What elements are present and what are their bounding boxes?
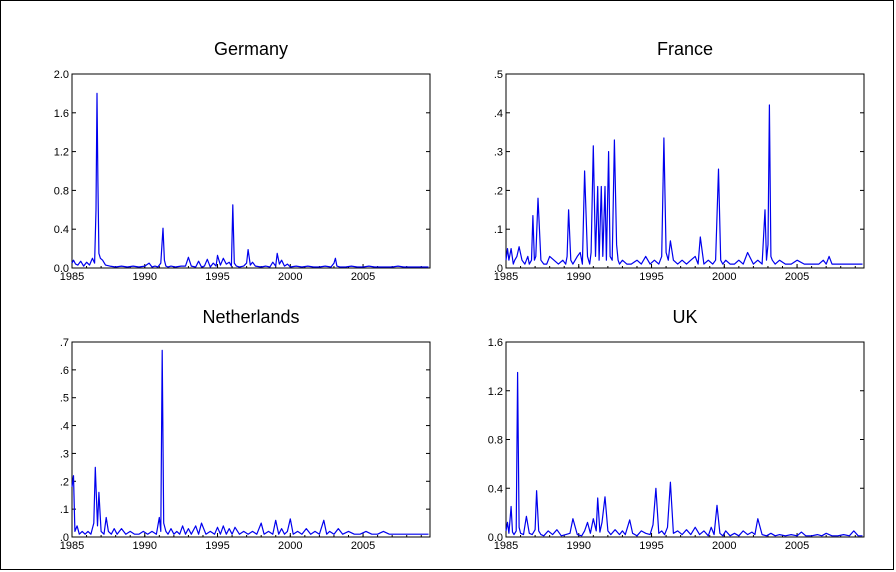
germany-series-line	[71, 92, 429, 268]
france-y-tick-label: .5	[494, 69, 503, 81]
france-plot-frame	[505, 73, 865, 269]
uk-x-tick-label: 2005	[785, 540, 809, 552]
germany-y-tick-label: 0.0	[54, 263, 69, 275]
uk-y-tick-label: 1.6	[488, 337, 503, 349]
uk-y-tick-label: 0.0	[488, 532, 503, 544]
netherlands-x-tick-label: 2000	[278, 540, 302, 552]
netherlands-y-tick-label: .1	[60, 504, 69, 516]
france-x-tick-label: 2005	[785, 271, 809, 283]
netherlands-x-tick-label: 1995	[205, 540, 229, 552]
netherlands-plot-frame	[71, 341, 431, 538]
france-y-tick-label: .3	[494, 147, 503, 159]
france-x-tick-label: 1995	[639, 271, 663, 283]
france-panel: France .0 .1 .2 .3 .4 .5 1985 1990 1995 2000 2005	[494, 39, 865, 283]
germany-y-tick-label: 0.8	[54, 185, 69, 197]
uk-series-line	[505, 371, 863, 537]
uk-y-tick-label: 0.4	[488, 483, 503, 495]
france-y-tick-label: .0	[494, 263, 503, 275]
france-x-tick-label: 2000	[712, 271, 736, 283]
germany-x-tick-label: 1990	[133, 271, 157, 283]
netherlands-x-tick-label: 1990	[133, 540, 157, 552]
france-y-tick-label: .2	[494, 185, 503, 197]
germany-x-tick-label: 2000	[278, 271, 302, 283]
germany-y-tick-label: 1.2	[54, 147, 69, 159]
netherlands-panel: Netherlands .0 .1 .2 .3 .4 .5 .6 .7 1985 1990 1995 2…	[60, 307, 431, 552]
uk-x-tick-label: 1990	[567, 540, 591, 552]
france-title: France	[657, 39, 713, 59]
france-x-tick-label: 1990	[567, 271, 591, 283]
uk-title: UK	[672, 307, 697, 327]
uk-y-tick-label: 0.8	[488, 435, 503, 447]
netherlands-x-tick-label: 2005	[351, 540, 375, 552]
france-y-tick-label: .4	[494, 108, 503, 120]
france-y-tick-label: .1	[494, 224, 503, 236]
germany-x-tick-label: 1995	[205, 271, 229, 283]
germany-x-tick-label: 1985	[60, 271, 84, 283]
uk-plot-frame	[505, 341, 865, 538]
germany-panel: Germany 0.0 0.4 0.8 1.2 1.6 2.0 1985 1990 1995 200…	[54, 39, 431, 283]
netherlands-y-tick-label: .0	[60, 532, 69, 544]
uk-y-tick-label: 1.2	[488, 386, 503, 398]
uk-panel: UK 0.0 0.4 0.8 1.2 1.6 1985 1990 1995 2000 2005	[488, 307, 865, 552]
germany-y-tick-label: 1.6	[54, 108, 69, 120]
uk-x-tick-label: 1985	[494, 540, 518, 552]
germany-x-tick-label: 2005	[351, 271, 375, 283]
germany-y-tick-label: 0.4	[54, 224, 69, 236]
netherlands-title: Netherlands	[202, 307, 299, 327]
netherlands-y-tick-label: .3	[60, 448, 69, 460]
netherlands-series-line	[71, 349, 429, 535]
netherlands-y-tick-label: .6	[60, 365, 69, 377]
germany-y-tick-label: 2.0	[54, 69, 69, 81]
germany-title: Germany	[214, 39, 288, 59]
france-series-line	[505, 104, 863, 265]
uk-x-tick-label: 1995	[639, 540, 663, 552]
netherlands-y-tick-label: .4	[60, 421, 69, 433]
netherlands-y-tick-label: .5	[60, 393, 69, 405]
france-x-tick-label: 1985	[494, 271, 518, 283]
netherlands-y-tick-label: .2	[60, 476, 69, 488]
netherlands-y-tick-label: .7	[60, 337, 69, 349]
germany-plot-frame	[71, 73, 431, 269]
uk-x-tick-label: 2000	[712, 540, 736, 552]
netherlands-x-tick-label: 1985	[60, 540, 84, 552]
